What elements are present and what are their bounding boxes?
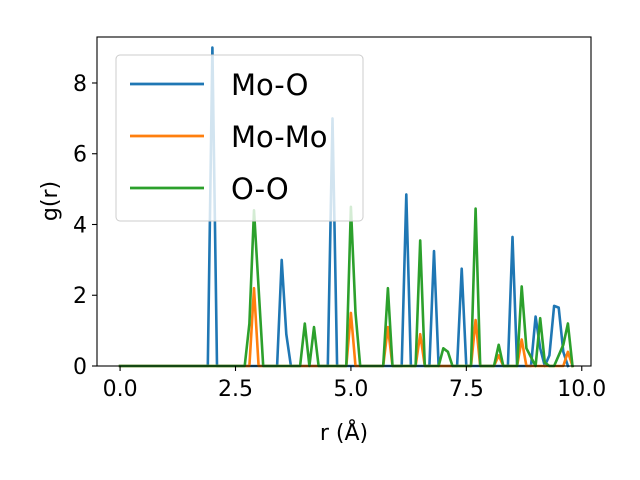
x-axis-ticks: 0.0 2.5 5.0 7.5 10.0: [103, 366, 606, 402]
legend: Mo-O Mo-Mo O-O: [115, 54, 364, 222]
axes-frame: [96, 36, 592, 367]
x-tick-label: 7.5: [449, 377, 484, 402]
legend-label-o-o: O-O: [231, 172, 289, 206]
x-tick-label: 0.0: [103, 377, 138, 402]
plot-frame: [96, 36, 592, 367]
legend-label-mo-mo: Mo-Mo: [231, 120, 328, 154]
y-tick-label: 0: [73, 355, 87, 380]
y-axis-ticks: 0 2 4 6 8: [73, 72, 97, 380]
y-tick-label: 4: [73, 213, 87, 238]
y-axis-label: g(r): [38, 181, 63, 221]
legend-box: [115, 54, 364, 222]
y-tick-label: 6: [73, 143, 87, 168]
y-tick-label: 8: [73, 72, 87, 97]
legend-label-mo-o: Mo-O: [231, 68, 308, 102]
x-tick-label: 5.0: [333, 377, 368, 402]
x-axis-label: r (Å): [320, 419, 368, 446]
y-tick-label: 2: [73, 284, 87, 309]
x-tick-label: 2.5: [218, 377, 253, 402]
x-tick-label: 10.0: [557, 377, 606, 402]
